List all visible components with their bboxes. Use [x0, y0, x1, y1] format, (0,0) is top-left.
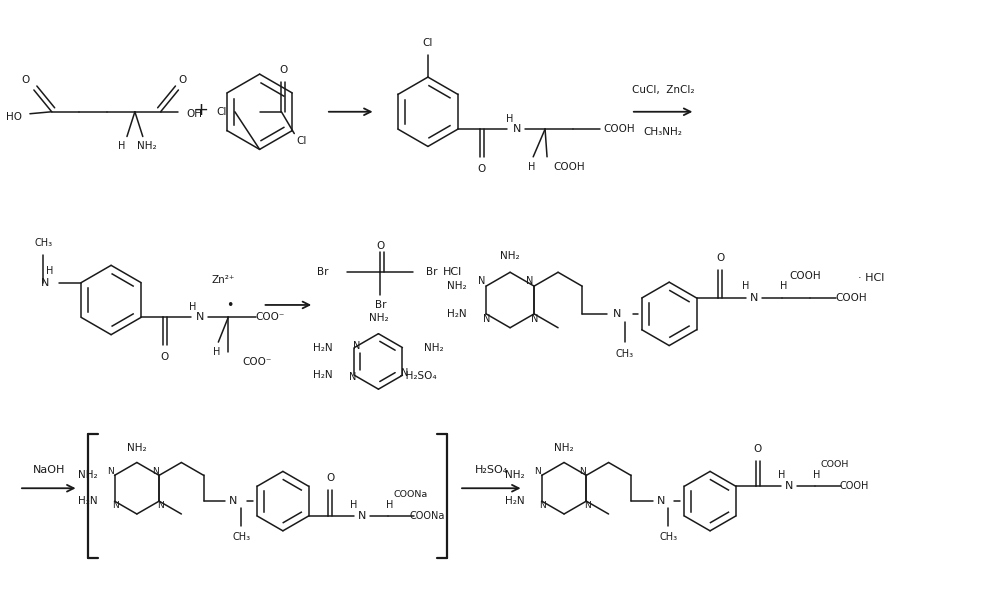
Text: O: O — [161, 352, 169, 362]
Text: NH₂: NH₂ — [424, 343, 444, 353]
Text: N: N — [513, 124, 522, 134]
Text: N: N — [229, 496, 238, 506]
Text: O: O — [478, 164, 486, 174]
Text: NH₂: NH₂ — [369, 313, 388, 323]
Text: H: H — [742, 281, 750, 291]
Text: CH₃: CH₃ — [34, 238, 53, 248]
Text: N: N — [531, 314, 539, 324]
Text: N: N — [584, 500, 591, 509]
Text: NH₂: NH₂ — [78, 470, 97, 481]
Text: COONa: COONa — [410, 511, 445, 521]
Text: N: N — [483, 314, 491, 324]
Text: NH₂: NH₂ — [505, 470, 524, 481]
Text: HCl: HCl — [443, 267, 462, 277]
Text: CuCl,  ZnCl₂: CuCl, ZnCl₂ — [632, 85, 694, 95]
Text: H: H — [780, 281, 787, 291]
Text: H: H — [213, 347, 220, 357]
Text: Zn²⁺: Zn²⁺ — [212, 275, 235, 284]
Text: COO⁻: COO⁻ — [242, 357, 271, 367]
Text: COOH: COOH — [840, 481, 869, 491]
Text: NaOH: NaOH — [33, 466, 65, 475]
Text: N: N — [613, 309, 621, 319]
Text: O: O — [22, 75, 30, 85]
Text: N: N — [349, 372, 356, 382]
Text: N: N — [539, 500, 546, 509]
Text: COONa: COONa — [394, 490, 428, 499]
Text: O: O — [279, 65, 288, 75]
Text: H: H — [386, 500, 393, 510]
Text: H: H — [189, 302, 196, 313]
Text: N: N — [112, 500, 119, 509]
Text: H: H — [506, 114, 513, 124]
Text: N: N — [152, 467, 159, 476]
Text: Cl: Cl — [423, 38, 433, 49]
Text: N: N — [401, 368, 408, 379]
Text: H: H — [528, 162, 535, 172]
Text: CH₃: CH₃ — [616, 349, 634, 359]
Text: N: N — [534, 467, 541, 476]
Text: · HCl: · HCl — [858, 273, 884, 283]
Text: NH₂: NH₂ — [500, 251, 520, 262]
Text: NH₂: NH₂ — [137, 142, 157, 151]
Text: COOH: COOH — [835, 293, 867, 303]
Text: NH₂: NH₂ — [127, 443, 147, 452]
Text: N: N — [196, 313, 205, 322]
Text: COOH: COOH — [604, 124, 635, 134]
Text: N: N — [750, 293, 758, 303]
Text: H₂N: H₂N — [78, 496, 97, 506]
Text: N: N — [656, 496, 665, 506]
Text: N: N — [107, 467, 114, 476]
Text: O: O — [753, 443, 762, 454]
Text: O: O — [326, 473, 335, 484]
Text: COOH: COOH — [553, 162, 585, 172]
Text: H: H — [46, 266, 53, 276]
Text: · H₂SO₄: · H₂SO₄ — [399, 371, 437, 381]
Text: N: N — [526, 276, 534, 286]
Text: NH₂: NH₂ — [447, 281, 467, 291]
Text: N: N — [157, 500, 163, 509]
Text: Br: Br — [375, 300, 386, 310]
Text: COOH: COOH — [821, 460, 849, 469]
Text: N: N — [785, 481, 793, 491]
Text: H₂N: H₂N — [313, 370, 333, 380]
Text: N: N — [358, 511, 366, 521]
Text: HO: HO — [6, 112, 22, 122]
Text: COOH: COOH — [790, 271, 821, 281]
Text: CH₃: CH₃ — [659, 532, 678, 542]
Text: NH₂: NH₂ — [554, 443, 574, 452]
Text: N: N — [478, 276, 486, 286]
Text: CH₃NH₂: CH₃NH₂ — [644, 127, 683, 137]
Text: CH₃: CH₃ — [232, 532, 250, 542]
Text: H₂N: H₂N — [447, 309, 467, 319]
Text: COO⁻: COO⁻ — [255, 313, 285, 322]
Text: O: O — [376, 241, 385, 251]
Text: H: H — [118, 142, 126, 151]
Text: O: O — [716, 253, 725, 263]
Text: O: O — [178, 75, 187, 85]
Text: Br: Br — [426, 267, 437, 277]
Text: N: N — [41, 278, 49, 287]
Text: •: • — [227, 299, 234, 312]
Text: H₂SO₄: H₂SO₄ — [475, 466, 508, 475]
Text: H₂N: H₂N — [505, 496, 524, 506]
Text: Cl: Cl — [217, 107, 227, 117]
Text: N: N — [579, 467, 586, 476]
Text: N: N — [353, 341, 360, 350]
Text: H: H — [813, 470, 821, 481]
Text: H: H — [778, 470, 785, 481]
Text: H₂N: H₂N — [313, 343, 333, 353]
Text: H: H — [350, 500, 358, 510]
Text: Br: Br — [317, 267, 329, 277]
Text: OH: OH — [186, 109, 202, 119]
Text: Cl: Cl — [296, 136, 306, 146]
Text: +: + — [193, 101, 208, 119]
